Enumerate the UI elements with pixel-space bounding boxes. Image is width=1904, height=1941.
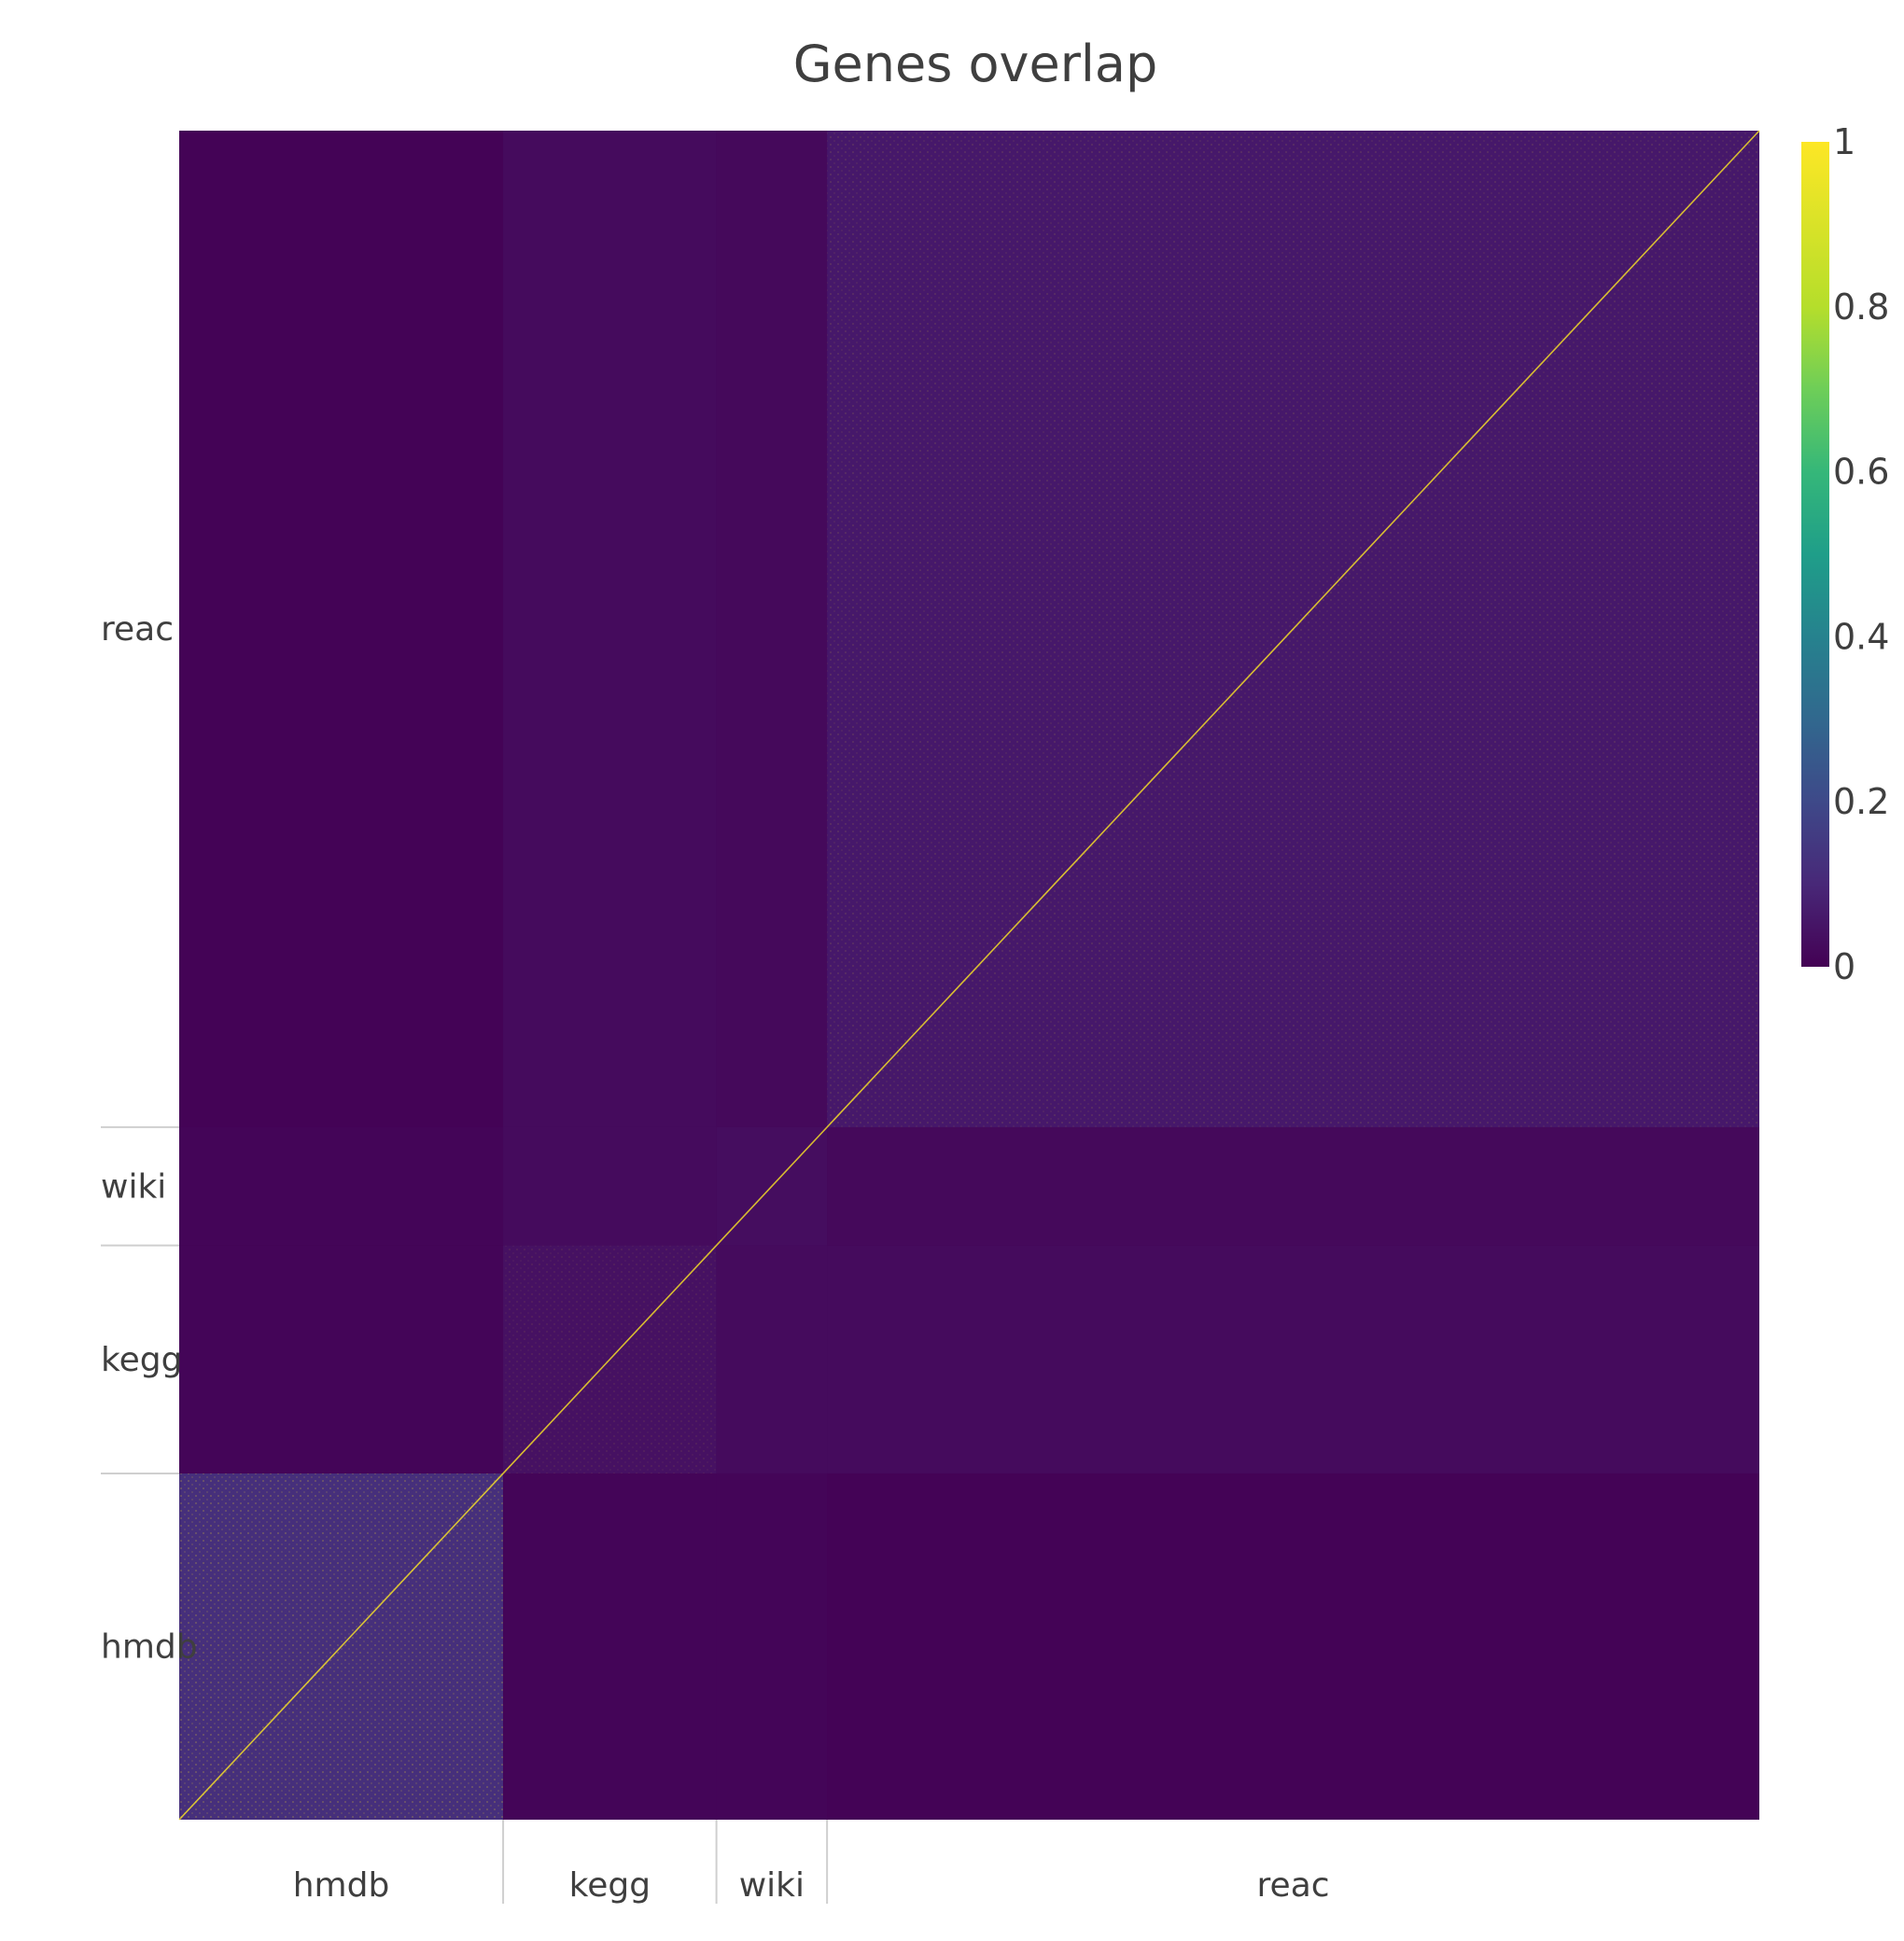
x-tick-label-reac: reac xyxy=(1257,1866,1330,1905)
colorbar-tick-label: 1 xyxy=(1833,121,1855,162)
heatmap-block-hmdb-wiki xyxy=(716,1473,828,1820)
heatmap-block-wiki-hmdb xyxy=(179,1126,504,1246)
y-tick-label-hmdb: hmdb xyxy=(101,1627,198,1666)
heatmap-block-kegg-reac xyxy=(827,1245,1759,1473)
y-tick-label-kegg: kegg xyxy=(101,1341,182,1379)
chart-title: Genes overlap xyxy=(793,35,1158,93)
colorbar-tick-label: 0.8 xyxy=(1833,286,1889,328)
heatmap-block-wiki-kegg xyxy=(503,1126,717,1246)
heatmap-block-wiki-reac xyxy=(827,1126,1759,1246)
colorbar-gradient xyxy=(1801,142,1829,967)
y-tick-label-reac: reac xyxy=(101,610,174,649)
axis-layer: hmdb kegg wiki reac hmdb kegg wiki reac xyxy=(101,610,1330,1905)
colorbar: 0 0.2 0.4 0.6 0.8 1 xyxy=(1801,121,1889,987)
y-tick-label-wiki: wiki xyxy=(101,1167,166,1206)
colorbar-tick-label: 0 xyxy=(1833,946,1855,987)
heatmap-block-reac-hmdb xyxy=(179,131,504,1127)
heatmap-block-hmdb-reac xyxy=(827,1473,1759,1820)
colorbar-tick-label: 0.4 xyxy=(1833,616,1889,657)
x-tick-label-kegg: kegg xyxy=(569,1866,651,1905)
heatmap-block-kegg-hmdb xyxy=(179,1245,504,1473)
heatmap-block-kegg-wiki xyxy=(716,1245,828,1473)
heatmap-block-hmdb-kegg xyxy=(503,1473,717,1820)
colorbar-tick-label: 0.2 xyxy=(1833,781,1889,822)
heatmap-block-reac-kegg xyxy=(503,131,717,1127)
x-tick-label-wiki: wiki xyxy=(739,1866,805,1905)
heatmap-block-reac-wiki xyxy=(716,131,828,1127)
heatmap-diagonal xyxy=(178,130,1760,1821)
heatmap-plot-area xyxy=(178,130,1760,1821)
colorbar-tick-label: 0.6 xyxy=(1833,452,1889,493)
colorbar-ticks: 0 0.2 0.4 0.6 0.8 1 xyxy=(1833,121,1889,987)
x-tick-label-hmdb: hmdb xyxy=(293,1866,390,1905)
